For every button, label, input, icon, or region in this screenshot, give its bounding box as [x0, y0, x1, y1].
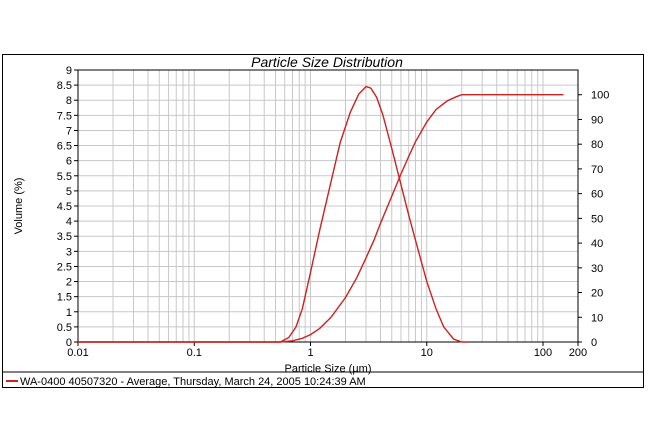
y-right-tick-label: 20 — [591, 288, 603, 300]
y-right-tick-label: 10 — [591, 312, 603, 324]
y-left-tick-label: 8 — [66, 95, 72, 107]
legend-entry: WA-0400 40507320 - Average, Thursday, Ma… — [20, 376, 366, 388]
y-left-tick-label: 3.5 — [57, 231, 72, 243]
y-right-tick-label: 0 — [591, 337, 597, 349]
y-right-tick-label: 90 — [591, 114, 603, 126]
y-left-tick-label: 5.5 — [57, 171, 72, 183]
series-lines — [78, 85, 564, 343]
y-right-tick-label: 40 — [591, 238, 603, 250]
y-left-tick-label: 9 — [66, 65, 72, 77]
grid-lines — [77, 69, 579, 343]
y-left-tick-label: 3 — [66, 246, 72, 258]
y-left-tick-label: 7 — [66, 125, 72, 137]
x-tick-label: 200 — [569, 347, 587, 359]
y-left-tick-label: 1.5 — [57, 292, 72, 304]
y-left-tick-label: 2 — [66, 277, 72, 289]
series-line-volume — [78, 85, 467, 343]
y-axis-label: Volume (%) — [13, 178, 25, 235]
y-right-tick-label: 60 — [591, 189, 603, 201]
y-left-tick-label: 0 — [66, 337, 72, 349]
y-left-tick-label: 4.5 — [57, 201, 72, 213]
x-axis-label: Particle Size (µm) — [284, 363, 371, 375]
y-left-tick-label: 6 — [66, 156, 72, 168]
x-tick-label: 1 — [307, 347, 313, 359]
y-left-tick-label: 1 — [66, 307, 72, 319]
y-left-tick-label: 6.5 — [57, 141, 72, 153]
y-left-tick-label: 0.5 — [57, 322, 72, 334]
y-left-tick-label: 2.5 — [57, 261, 72, 273]
y-left-tick-label: 4 — [66, 216, 72, 228]
x-tick-label: 100 — [534, 347, 552, 359]
y-left-tick-label: 5 — [66, 186, 72, 198]
x-tick-label: 0.1 — [187, 347, 202, 359]
y-right-tick-label: 80 — [591, 139, 603, 151]
axis-ticks: 00.511.522.533.544.555.566.577.588.59010… — [57, 65, 610, 359]
x-tick-label: 10 — [421, 347, 433, 359]
x-tick-label: 0.01 — [67, 347, 88, 359]
y-left-tick-label: 7.5 — [57, 110, 72, 122]
y-right-tick-label: 70 — [591, 164, 603, 176]
y-left-tick-label: 8.5 — [57, 80, 72, 92]
y-right-tick-label: 100 — [591, 90, 609, 102]
y-right-tick-label: 30 — [591, 263, 603, 275]
y-right-tick-label: 50 — [591, 213, 603, 225]
chart-title: Particle Size Distribution — [251, 54, 403, 70]
series-line-cumulative — [78, 94, 564, 343]
